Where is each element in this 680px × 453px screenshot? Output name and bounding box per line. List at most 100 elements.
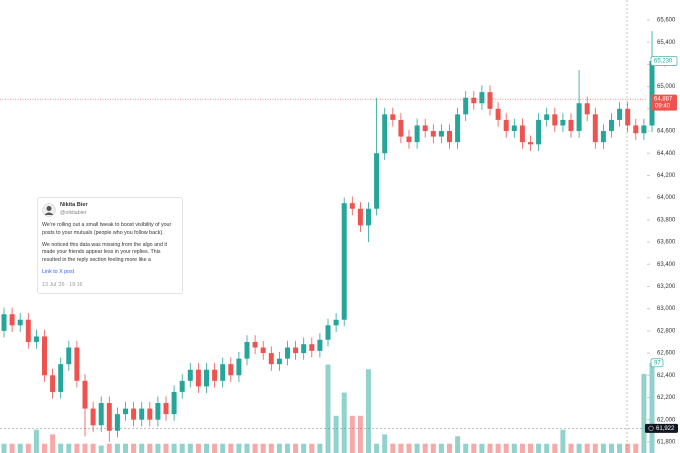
candle-body <box>349 203 355 209</box>
candle-body <box>536 119 542 145</box>
volume-bar <box>430 443 436 453</box>
candle-body <box>179 380 185 392</box>
candle-body <box>325 325 331 340</box>
candle-body <box>455 114 461 143</box>
candle-body <box>212 369 218 381</box>
price-label-box <box>651 94 677 111</box>
candle-body <box>58 364 64 392</box>
candle-body <box>195 369 201 387</box>
volume-bar <box>171 443 177 453</box>
volume-bar <box>260 443 266 453</box>
volume-bar <box>390 443 396 453</box>
volume-bar <box>1 443 7 453</box>
candle-body <box>584 103 590 115</box>
price-label-box <box>650 56 678 66</box>
volume-bar <box>341 392 347 453</box>
candle-body <box>463 97 469 115</box>
volume-bar <box>333 415 339 453</box>
volume-bar <box>228 443 234 453</box>
candle-body <box>139 408 145 420</box>
candle-body <box>528 142 533 145</box>
candle-body <box>123 408 128 415</box>
volume-bar <box>617 443 623 453</box>
volume-bar <box>58 443 64 453</box>
candle-body <box>600 131 606 143</box>
candle-body <box>106 403 112 431</box>
candle-body <box>430 131 436 137</box>
candle-body <box>633 125 639 134</box>
volume-bar <box>471 443 477 453</box>
volume-bar <box>106 443 112 453</box>
volume-bar <box>179 443 185 453</box>
candle-body <box>341 203 347 320</box>
candle-body <box>398 119 404 137</box>
volume-bar <box>447 443 452 453</box>
tweet-link[interactable]: Link to X post <box>42 269 75 276</box>
candle-body <box>1 314 7 331</box>
volume-bar <box>212 443 218 453</box>
volume-bar <box>131 443 137 453</box>
volume-bar <box>90 443 96 453</box>
candle-body <box>511 125 517 132</box>
crosshair-label-box <box>645 423 678 433</box>
volume-bar <box>528 443 533 453</box>
candle-body <box>25 319 31 342</box>
volume-bar <box>33 429 39 453</box>
y-tick-label: 63,200 <box>657 284 676 290</box>
volume-bar <box>236 443 242 453</box>
candle-body <box>98 403 104 426</box>
y-tick-label: 65,400 <box>657 40 676 46</box>
candle-body <box>228 364 234 376</box>
price-label: 64,887 <box>654 97 673 103</box>
candle-body <box>220 364 226 381</box>
y-tick-label: 65,000 <box>657 84 676 90</box>
candle-body <box>649 61 655 126</box>
candle-body <box>131 408 137 420</box>
candle-body <box>163 403 169 415</box>
candle-body <box>252 341 258 348</box>
candle-body <box>66 347 72 365</box>
y-tick-label: 62,600 <box>657 351 676 357</box>
candle-body <box>301 344 307 354</box>
volume-bar <box>82 443 88 453</box>
y-tick-label: 62,400 <box>657 373 676 379</box>
candle-body <box>317 339 323 351</box>
tweet-text: We noticed this data was missing from th… <box>42 242 168 263</box>
volume-bar <box>220 443 226 453</box>
volume-bar <box>204 443 209 453</box>
candle-body <box>471 97 477 104</box>
candle-body <box>487 92 493 109</box>
candle-body <box>641 125 647 134</box>
volume-bar <box>633 443 639 453</box>
candle-body <box>147 408 153 420</box>
candle-body <box>244 341 250 359</box>
volume-bar <box>285 443 290 453</box>
volume-bar <box>276 443 282 453</box>
volume-bar <box>187 443 193 453</box>
y-tick-label: 64,400 <box>657 151 676 157</box>
y-tick-label: 62,000 <box>657 417 676 423</box>
volume-bar <box>293 443 299 453</box>
candle-body <box>406 136 412 143</box>
volume-bar <box>422 443 428 453</box>
candle-body <box>236 358 242 376</box>
volume-bar <box>139 443 145 453</box>
candle-body <box>204 369 209 387</box>
volume-bar <box>600 443 606 453</box>
candle-body <box>576 103 582 132</box>
crosshair-icon <box>648 425 654 431</box>
candle-body <box>390 114 396 120</box>
volume-bar <box>155 443 161 453</box>
candle-body <box>171 391 177 415</box>
candle-body <box>560 119 566 126</box>
y-tick-label: 63,800 <box>657 217 676 223</box>
volume-bar <box>309 443 315 453</box>
volume-bar <box>325 364 331 453</box>
tweet-name: Nikita Bier <box>60 202 88 208</box>
volume-bar <box>519 443 525 453</box>
volume-bar <box>17 443 23 453</box>
volume-bar <box>42 443 47 453</box>
volume-bar <box>398 443 404 453</box>
volume-bar <box>414 443 420 453</box>
